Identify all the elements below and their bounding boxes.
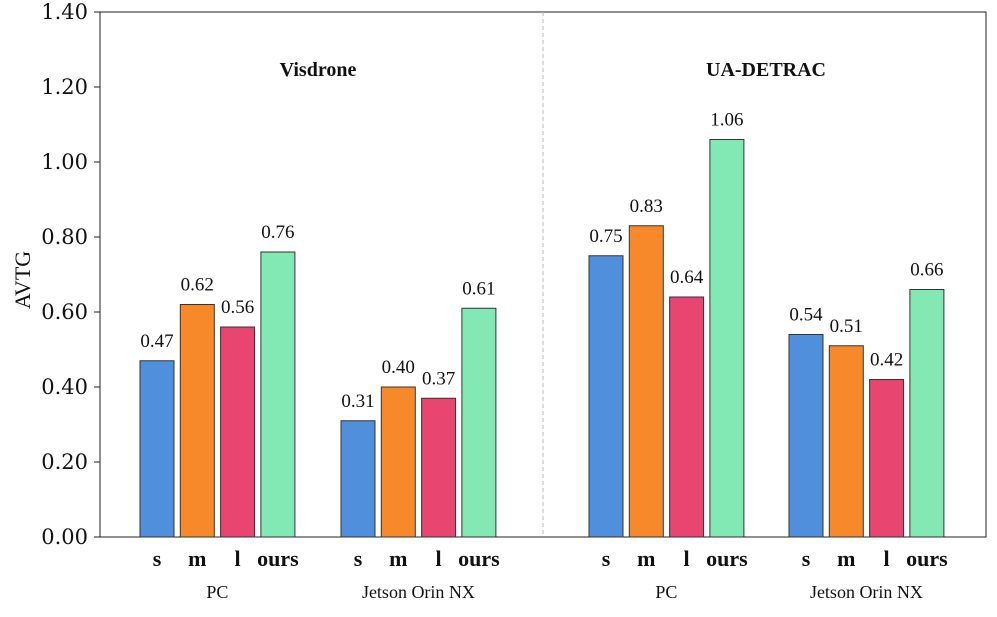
- bar-value-label: 1.06: [710, 110, 743, 131]
- method-label: m: [188, 546, 206, 571]
- y-tick-label: 0.80: [41, 225, 88, 249]
- bar-value-label: 0.56: [221, 297, 254, 318]
- bar-value-label: 0.31: [341, 391, 374, 412]
- bar: [260, 251, 296, 538]
- bar: [380, 386, 416, 538]
- method-label: m: [637, 546, 655, 571]
- method-label: ours: [706, 546, 748, 571]
- bar: [788, 334, 824, 538]
- bar-value-label: 0.75: [589, 226, 622, 247]
- bar-value-label: 0.40: [382, 357, 415, 378]
- y-tick-label: 0.00: [41, 525, 88, 549]
- bar-value-label: 0.37: [422, 368, 455, 389]
- plot-layer: 0.00 0.20 0.40 0.60 0.80 1.00 1.20 1.40 Visdrone…: [41, 0, 987, 602]
- bar-value-label: 0.47: [140, 331, 173, 352]
- method-label: s: [354, 546, 363, 571]
- bar: [669, 296, 705, 538]
- bar-value-label: 0.76: [261, 222, 294, 243]
- bar-value-label: 0.54: [789, 305, 823, 326]
- method-label: ours: [906, 546, 948, 571]
- bar-value-label: 0.62: [181, 275, 214, 296]
- y-tick-label: 1.00: [41, 150, 88, 174]
- y-tick-label: 1.20: [41, 75, 88, 99]
- bar-value-label: 0.61: [462, 278, 495, 299]
- method-label: l: [684, 546, 690, 571]
- device-label: PC: [655, 582, 677, 602]
- bar: [461, 307, 497, 538]
- method-label: s: [153, 546, 162, 571]
- method-label: l: [436, 546, 442, 571]
- dataset-title: Visdrone: [280, 59, 357, 81]
- y-tick-label: 0.20: [41, 450, 88, 474]
- bar: [709, 139, 745, 538]
- method-label: l: [884, 546, 890, 571]
- bar-value-label: 0.42: [870, 350, 903, 371]
- bar: [220, 326, 256, 538]
- bar: [588, 255, 624, 538]
- bar: [139, 360, 175, 538]
- device-label: PC: [206, 582, 228, 602]
- method-label: m: [389, 546, 407, 571]
- bar-value-label: 0.66: [910, 260, 943, 281]
- bar-value-label: 0.64: [670, 267, 704, 288]
- y-tick-label: 0.60: [41, 300, 88, 324]
- method-label: s: [602, 546, 611, 571]
- bar: [340, 420, 376, 538]
- method-label: s: [802, 546, 811, 571]
- bar: [869, 379, 905, 538]
- y-tick-label: 1.40: [41, 0, 88, 24]
- method-label: m: [837, 546, 855, 571]
- method-label: l: [235, 546, 241, 571]
- dataset-title: UA-DETRAC: [706, 59, 826, 81]
- bar: [421, 397, 457, 538]
- y-tick-label: 0.40: [41, 375, 88, 399]
- device-label: Jetson Orin NX: [362, 582, 475, 602]
- method-label: ours: [458, 546, 500, 571]
- bar: [179, 304, 215, 538]
- bar: [628, 225, 664, 538]
- method-label: ours: [257, 546, 299, 571]
- bar-value-label: 0.83: [630, 196, 663, 217]
- y-axis-title: AVTG: [10, 251, 35, 309]
- bar: [828, 345, 864, 538]
- bar-value-label: 0.51: [830, 316, 863, 337]
- device-label: Jetson Orin NX: [810, 582, 923, 602]
- bar: [909, 289, 945, 538]
